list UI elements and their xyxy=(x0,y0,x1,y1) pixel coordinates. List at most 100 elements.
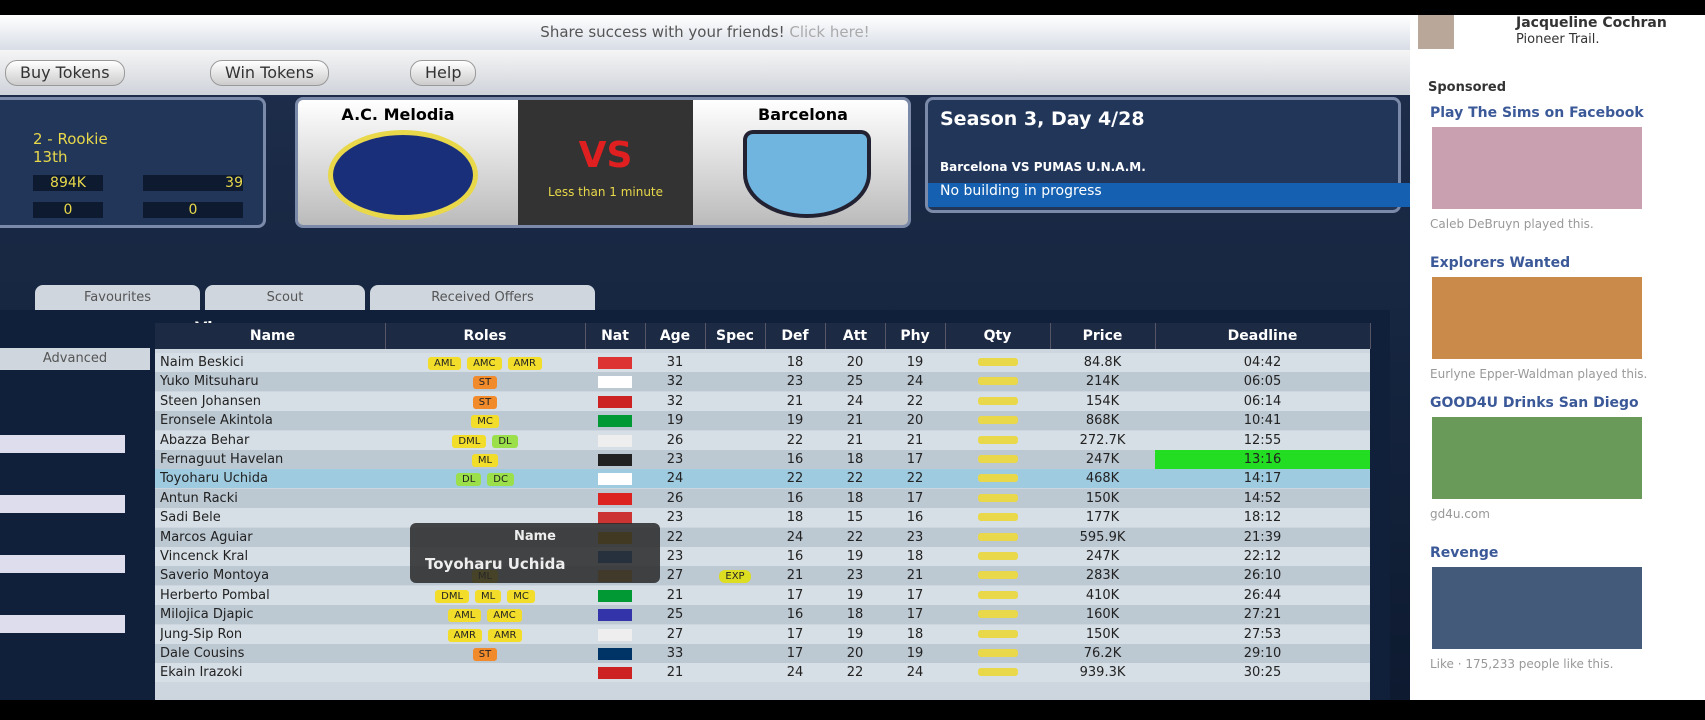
player-row[interactable]: Herberto Pombal DML ML MC 21 17 19 17 410K 26:44 xyxy=(155,585,1370,605)
cell: 23 xyxy=(666,452,684,467)
cell xyxy=(945,644,1050,663)
player-row[interactable]: Steen Johansen ST 32 21 24 22 154K 06:14 xyxy=(155,391,1370,411)
quality-stars xyxy=(977,532,1018,541)
ad-title[interactable]: Revenge xyxy=(1430,545,1499,561)
nav-button[interactable]: Help xyxy=(410,60,477,86)
cell: 33 xyxy=(666,646,684,661)
cell: 30:25 xyxy=(1243,665,1282,681)
player-row[interactable]: Vincenck Kral 23 16 19 18 247K 22:12 xyxy=(155,547,1370,566)
cell: DML ML MC xyxy=(385,586,585,605)
flag xyxy=(598,473,632,486)
cell: 27 xyxy=(666,626,684,642)
column-header: Def xyxy=(765,323,826,349)
cell xyxy=(705,431,765,450)
ad-title[interactable]: Explorers Wanted xyxy=(1430,255,1571,271)
match-time: Less than 1 minute xyxy=(547,185,664,199)
player-row[interactable]: Eronsele Akintola MC 19 19 21 20 868K 10:41 xyxy=(155,411,1370,431)
dropdown[interactable] xyxy=(0,615,125,633)
cell: Vincenck Kral xyxy=(160,549,249,564)
flag xyxy=(598,648,632,660)
player-row[interactable]: Toyoharu Uchida DL DC 24 22 22 22 468K 14:17 xyxy=(155,469,1370,489)
cell: 24 xyxy=(786,665,804,681)
flag xyxy=(598,357,632,369)
tab[interactable]: Favourites xyxy=(35,285,200,310)
player-row[interactable]: Yuko Mitsuharu ST 32 23 25 24 214K 06:05 xyxy=(155,372,1370,392)
cell xyxy=(585,372,645,391)
nav-bar: Buy Tokens Win Tokens Help xyxy=(0,50,1410,95)
cell: ST xyxy=(385,392,585,411)
cell: 18 xyxy=(906,626,924,642)
dropdown[interactable] xyxy=(0,435,125,453)
dropdown[interactable] xyxy=(0,495,125,513)
cell: DML DL xyxy=(385,431,585,450)
tooltip-title: Name xyxy=(513,529,556,544)
cell: AML AMC xyxy=(385,605,585,624)
level: 2 - Rookie xyxy=(33,130,108,148)
player-row[interactable]: Naim Beskici AML AMC AMR 31 18 20 19 84.8K 04:42 xyxy=(155,353,1370,372)
cell: 23 xyxy=(906,529,924,545)
cell: ST xyxy=(385,372,585,391)
quality-stars xyxy=(977,552,1018,560)
tab[interactable]: Received Offers xyxy=(370,285,595,310)
cell: 247K xyxy=(1085,549,1120,564)
cell: 150K xyxy=(1085,626,1120,642)
cell xyxy=(705,586,765,605)
cell: 18 xyxy=(786,355,804,370)
ad-title[interactable]: GOOD4U Drinks San Diego xyxy=(1430,395,1639,411)
role-badge: MC xyxy=(471,415,499,429)
cell xyxy=(705,411,765,430)
cell: 21 xyxy=(846,432,864,448)
nav-button[interactable]: Win Tokens xyxy=(210,60,329,86)
cell: Eronsele Akintola xyxy=(160,413,273,429)
cell: 177K xyxy=(1085,510,1120,526)
cell xyxy=(585,392,645,411)
player-row[interactable]: Dale Cousins ST 33 17 20 19 76.2K 29:10 xyxy=(155,644,1370,663)
player-row[interactable]: Marcos Aguiar 22 24 22 23 595.9K 21:39 xyxy=(155,527,1370,547)
quality-stars xyxy=(977,513,1018,522)
cell: 19 xyxy=(846,626,864,642)
player-row[interactable]: Milojica Djapic AML AMC 25 16 18 17 160K 27:21 xyxy=(155,605,1370,625)
role-badge: AMR xyxy=(507,357,542,370)
cell: 13:16 xyxy=(1155,450,1370,469)
cell: 18 xyxy=(906,549,924,564)
cell: MC xyxy=(385,411,585,430)
role-badge: ML xyxy=(471,454,499,467)
player-row[interactable]: Antun Racki 26 16 18 17 150K 14:52 xyxy=(155,488,1370,508)
ad-image xyxy=(1432,277,1642,359)
quality-stars xyxy=(977,668,1018,677)
ad-note: Like · 175,233 people like this. xyxy=(1430,657,1614,671)
dropdown[interactable] xyxy=(0,555,125,573)
player-row[interactable]: Jung-Sip Ron AMR AMR 27 17 19 18 150K 27:53 xyxy=(155,624,1370,644)
cell: 22 xyxy=(906,471,924,487)
cell: 468K xyxy=(1085,471,1120,487)
click-here[interactable]: Click here! xyxy=(789,23,870,41)
ad-title[interactable]: Play The Sims on Facebook xyxy=(1430,105,1644,121)
cell: 21 xyxy=(906,568,924,584)
cell: Dale Cousins xyxy=(160,646,245,661)
quality-stars xyxy=(977,474,1018,483)
quality-stars xyxy=(977,396,1018,405)
flag xyxy=(598,667,632,680)
player-row[interactable]: Fernaguut Havelan ML 23 16 18 17 247K 13:16 xyxy=(155,450,1370,469)
cell xyxy=(945,586,1050,605)
player-row[interactable]: Ekain Irazoki 21 24 22 24 939.3K 30:25 xyxy=(155,663,1370,683)
nav-button[interactable]: Buy Tokens xyxy=(5,60,125,86)
tab[interactable]: Scout xyxy=(205,285,365,310)
cell xyxy=(585,353,645,372)
player-row[interactable]: Saverio MontoyaML27EXP212321283K26:10 xyxy=(155,566,1370,586)
season-panel: Season 3, Day 4/28 Barcelona VS PUMAS U.… xyxy=(925,97,1410,213)
table-header: Name Roles Nat Age Spec Def Att Phy Qty Price Dead… xyxy=(155,323,1371,349)
player-row[interactable]: Abazza Behar DML DL 26 22 21 21 272.7K 12:55 xyxy=(155,430,1370,450)
cell xyxy=(585,605,645,624)
player-row[interactable]: Sadi Bele 23 18 15 16 177K 18:12 xyxy=(155,508,1370,528)
cell: 15 xyxy=(846,510,864,526)
quality-stars xyxy=(977,455,1018,463)
cell: 25 xyxy=(846,374,864,390)
cell xyxy=(585,450,645,469)
cell: 214K xyxy=(1085,374,1120,390)
cell: 18 xyxy=(846,607,864,623)
cell: Toyoharu Uchida xyxy=(160,471,268,487)
advanced-tab[interactable]: Advanced xyxy=(0,348,150,370)
cell: 22 xyxy=(846,471,864,487)
cell: 283K xyxy=(1085,568,1120,584)
